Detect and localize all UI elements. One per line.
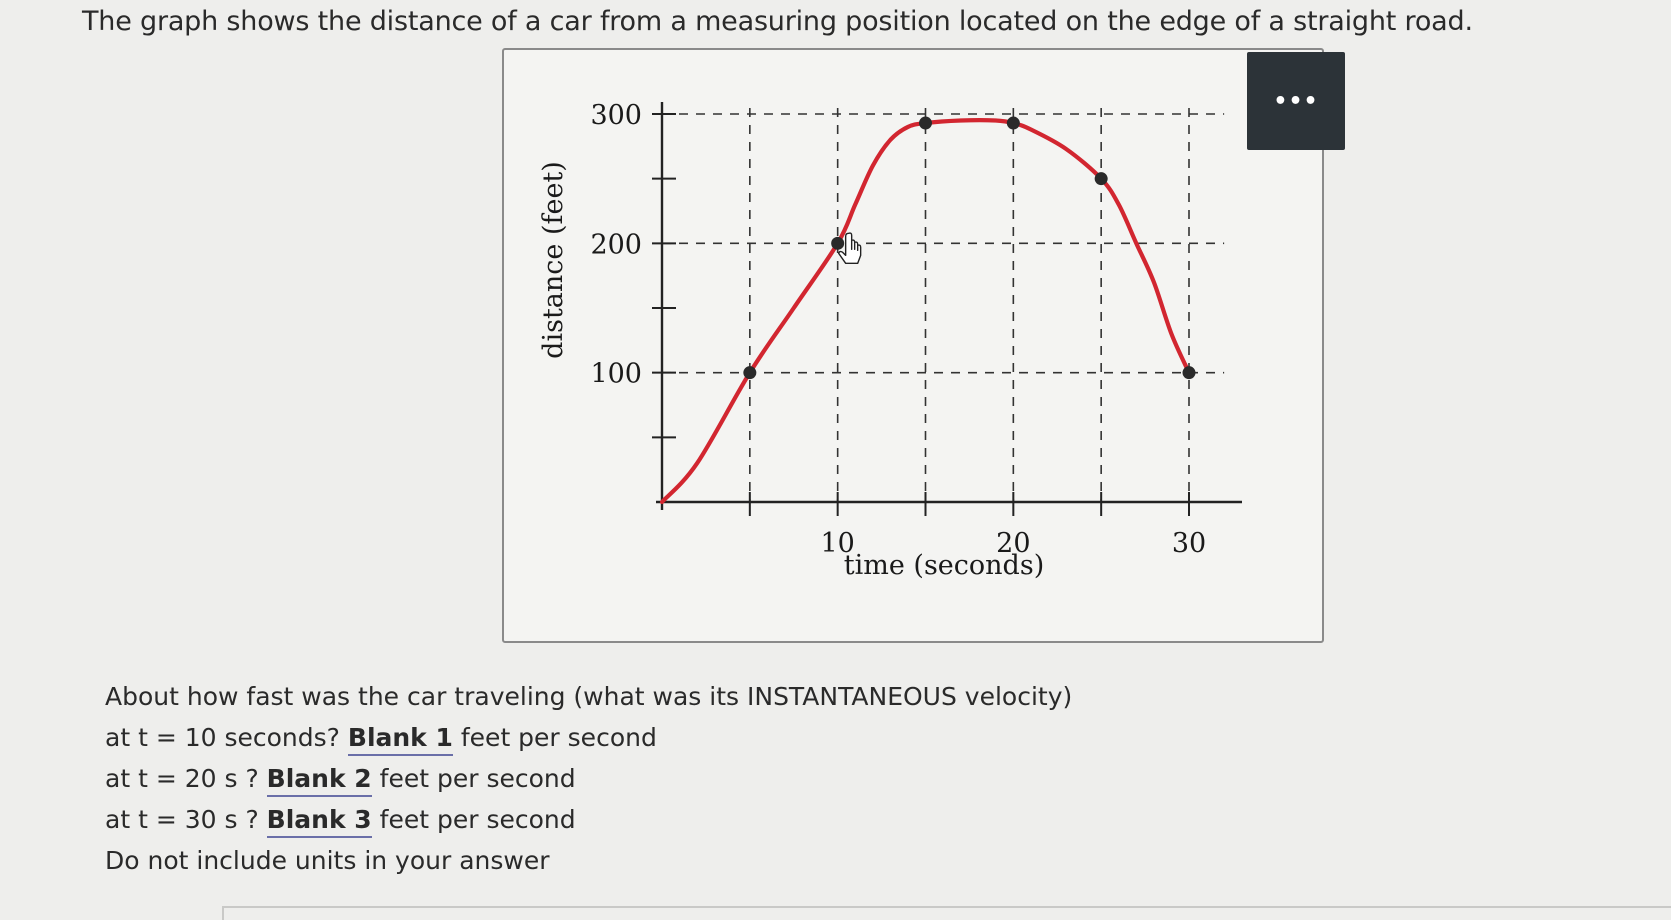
data-point xyxy=(1182,366,1196,380)
question-t20-prefix: at t = 20 s ? xyxy=(105,764,259,793)
question-t20: at t = 20 s ? Blank 2 feet per second xyxy=(105,758,1072,799)
x-tick-label: 20 xyxy=(996,528,1030,559)
x-tick-label: 10 xyxy=(820,528,854,559)
data-point xyxy=(743,366,757,380)
question-prompt: About how fast was the car traveling (wh… xyxy=(105,682,1073,711)
chart-grid xyxy=(662,108,1225,502)
question-t30-suffix: feet per second xyxy=(379,805,576,834)
chart-curve-layer xyxy=(659,118,1192,505)
hand-cursor-shape xyxy=(837,232,862,265)
velocity-questions: About how fast was the car traveling (wh… xyxy=(105,676,1072,881)
answer-area-edge xyxy=(222,906,1671,920)
blank-2-input[interactable]: Blank 2 xyxy=(266,764,372,797)
data-point xyxy=(1094,172,1108,186)
blank-3-input[interactable]: Blank 3 xyxy=(266,805,372,838)
x-tick-label: 30 xyxy=(1172,528,1206,559)
data-point xyxy=(1006,116,1020,130)
question-t10: at t = 10 seconds? Blank 1 feet per seco… xyxy=(105,717,1072,758)
more-options-button[interactable]: ••• xyxy=(1247,52,1345,150)
question-t10-prefix: at t = 10 seconds? xyxy=(105,723,340,752)
units-note: Do not include units in your answer xyxy=(105,846,550,875)
question-t30-prefix: at t = 30 s ? xyxy=(105,805,259,834)
chart-labels-layer: 10 20 30 100 200 300 time (seconds) distance (f… xyxy=(538,100,1206,581)
question-t10-suffix: feet per second xyxy=(460,723,657,752)
question-intro: The graph shows the distance of a car fr… xyxy=(82,6,1473,37)
question-t30: at t = 30 s ? Blank 3 feet per second xyxy=(105,799,1072,840)
chart-points-layer xyxy=(743,116,1196,380)
chart-axes xyxy=(652,102,1242,516)
blank-1-input[interactable]: Blank 1 xyxy=(347,723,453,756)
distance-curve xyxy=(659,118,1192,505)
hand-cursor-icon xyxy=(837,232,862,265)
y-tick-label: 200 xyxy=(590,229,642,260)
x-axis-title: time (seconds) xyxy=(844,550,1044,581)
hand-cursor-outline xyxy=(837,232,862,265)
y-tick-label: 300 xyxy=(590,100,642,131)
data-point xyxy=(919,116,932,130)
y-axis-title: distance (feet) xyxy=(538,161,569,359)
data-point xyxy=(831,236,845,250)
question-t20-suffix: feet per second xyxy=(379,764,576,793)
y-tick-label: 100 xyxy=(590,359,642,390)
distance-time-graph: 10 20 30 100 200 300 time (seconds) distance (f… xyxy=(502,48,1324,643)
chart-svg: 10 20 30 100 200 300 time (seconds) distance (f… xyxy=(538,100,1242,581)
